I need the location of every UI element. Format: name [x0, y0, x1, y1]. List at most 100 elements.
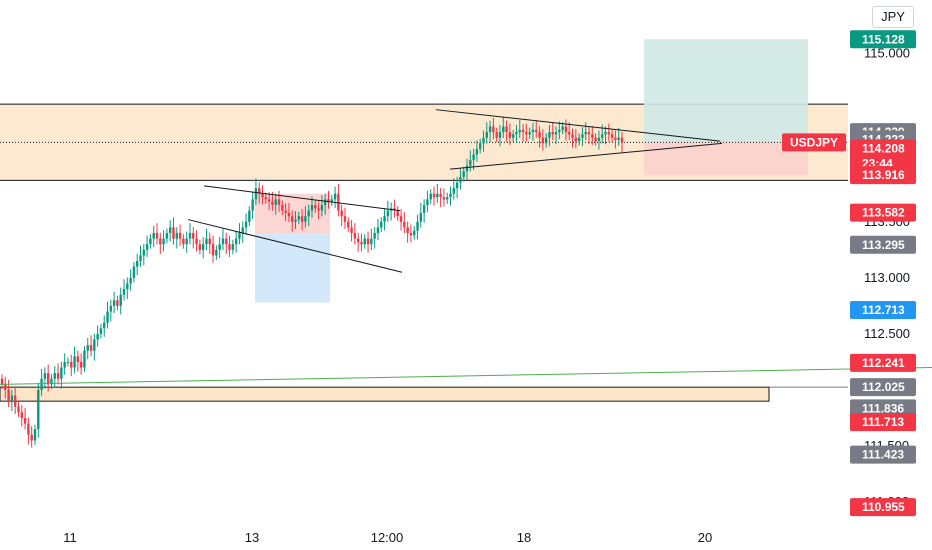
candle-body	[413, 230, 416, 236]
candle-body	[495, 132, 498, 138]
support-zone[interactable]	[0, 387, 769, 402]
candle-body	[109, 305, 113, 312]
candle-body	[551, 132, 554, 135]
candle-body	[343, 216, 347, 222]
candle-body	[79, 361, 83, 368]
level-111423-badge[interactable]	[850, 445, 916, 464]
candle-body	[370, 238, 373, 245]
candle-body	[353, 233, 357, 239]
level-112713-badge[interactable]	[850, 301, 916, 320]
candle-body	[614, 137, 617, 140]
candle-body	[27, 423, 30, 435]
support-zone-border[interactable]	[0, 386, 770, 402]
currency-selector[interactable]: JPY	[872, 6, 914, 28]
candle-body	[502, 126, 505, 133]
candle-body	[178, 233, 182, 239]
candle-body	[333, 193, 337, 200]
candle-body	[472, 154, 475, 161]
candle-body	[386, 210, 390, 217]
candle-body	[452, 188, 456, 194]
candle-body	[244, 221, 248, 228]
last-price-badge[interactable]	[850, 139, 916, 158]
candle-body	[528, 132, 531, 135]
candle-body	[122, 289, 126, 295]
candle-body	[46, 373, 50, 385]
candle-body	[165, 233, 169, 239]
level-110955-badge[interactable]	[850, 498, 916, 517]
candle-body	[53, 373, 56, 379]
candle-body	[106, 311, 109, 323]
candle-body	[548, 132, 551, 138]
candle-body	[175, 233, 178, 239]
candle-body	[373, 233, 376, 239]
flag-lower-line[interactable]	[187, 219, 403, 273]
candle-body	[4, 384, 7, 390]
pennant-upper-line[interactable]	[435, 109, 721, 142]
candle-body	[383, 216, 386, 222]
candle-body	[60, 367, 63, 379]
candle-body	[482, 137, 485, 144]
short-position-target[interactable]	[255, 233, 330, 303]
candle-body	[469, 160, 472, 166]
level-112241-badge[interactable]	[850, 353, 916, 372]
candle-body	[594, 137, 597, 142]
level-112713-badge-text: 112.713	[862, 303, 905, 317]
candle-body	[347, 221, 350, 228]
candle-body	[449, 193, 452, 198]
candle-body	[478, 143, 482, 149]
stop-level-badge[interactable]	[850, 166, 916, 185]
candle-body	[505, 126, 508, 133]
level-113295-badge[interactable]	[850, 235, 916, 254]
candle-body	[455, 182, 459, 189]
candle-body	[277, 199, 281, 205]
candle-body	[145, 244, 149, 250]
candle-body	[300, 216, 304, 222]
flag-upper-line[interactable]	[203, 185, 401, 212]
candle-body	[182, 238, 185, 245]
level-111836-badge[interactable]	[850, 399, 916, 418]
candle-body	[149, 238, 152, 245]
x-tick-label: 13	[245, 530, 259, 545]
long-trend-line[interactable]	[0, 367, 932, 385]
candle-body	[327, 199, 330, 202]
level-112025-badge-text: 112.025	[862, 380, 905, 394]
candle-body	[258, 188, 261, 194]
candle-body	[86, 345, 89, 351]
candle-body	[238, 233, 241, 239]
candle-body	[366, 238, 370, 245]
candle-body	[159, 238, 162, 245]
target-top-badge[interactable]	[850, 30, 916, 49]
candle-body	[10, 395, 14, 402]
candle-body	[211, 244, 215, 256]
candle-body	[561, 126, 564, 130]
symbol-label: USDJPY	[790, 135, 838, 149]
level-113582-badge[interactable]	[850, 203, 916, 222]
candle-body	[93, 339, 96, 351]
level-111713-badge[interactable]	[850, 413, 916, 432]
candle-body	[380, 221, 383, 228]
candle-body	[492, 126, 495, 133]
drawings-layer	[0, 109, 932, 385]
candle-body	[40, 378, 43, 390]
x-tick-label: 20	[698, 530, 712, 545]
candle-body	[508, 132, 512, 138]
candle-body	[607, 132, 611, 135]
pennant-lower-line[interactable]	[449, 142, 723, 170]
level-111836-badge-text: 111.836	[862, 401, 904, 415]
candle-body	[356, 238, 360, 242]
level-112025-badge[interactable]	[850, 378, 916, 397]
candle-body	[416, 221, 419, 231]
candle-body	[422, 204, 426, 213]
long-position-target[interactable]	[644, 39, 808, 143]
level-110955-badge-text: 110.955	[862, 500, 905, 514]
stop-level-badge-text: 113.916	[862, 168, 905, 182]
candle-body	[426, 199, 429, 205]
candle-body	[317, 208, 320, 211]
candle-body	[475, 148, 479, 155]
candle-body	[116, 300, 119, 306]
candle-body	[363, 238, 366, 245]
candle-body	[188, 233, 192, 239]
candle-body	[142, 249, 146, 256]
